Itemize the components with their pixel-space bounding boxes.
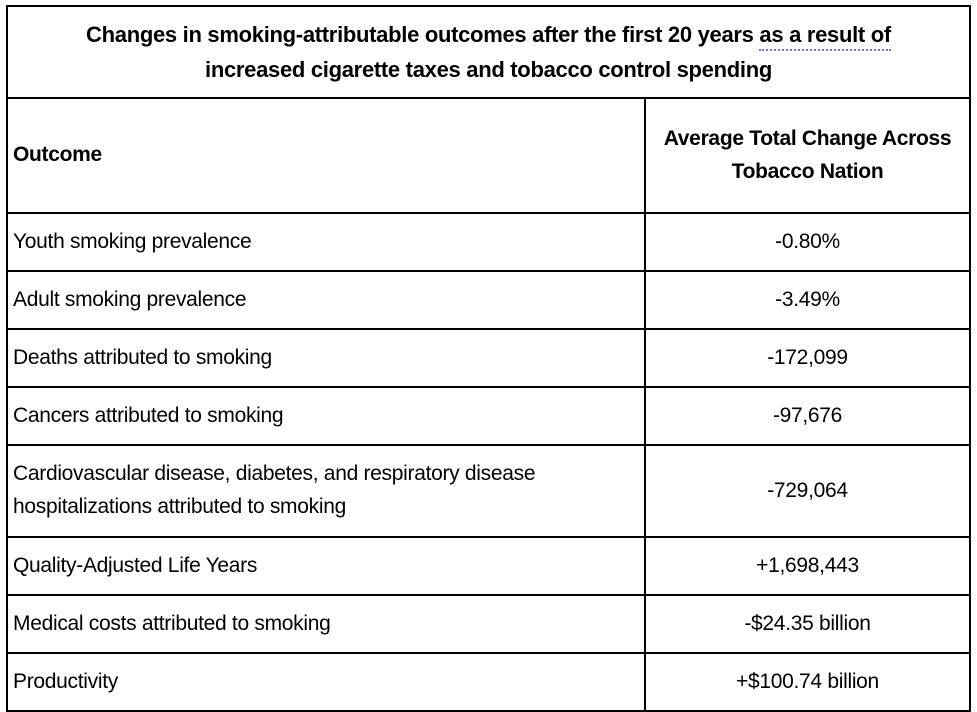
- outcome-value: -0.80%: [644, 212, 971, 272]
- column-header-value-line1: Average Total Change Across: [663, 126, 952, 150]
- table-row: Adult smoking prevalence -3.49%: [6, 270, 971, 330]
- table-row: Cardiovascular disease, diabetes, and re…: [6, 444, 971, 538]
- outcomes-table: Changes in smoking-attributable outcomes…: [6, 5, 971, 712]
- table-header-row: Outcome Average Total Change Across Toba…: [6, 97, 971, 214]
- outcome-label: Quality-Adjusted Life Years: [6, 536, 646, 596]
- outcome-value: -$24.35 billion: [644, 594, 971, 654]
- column-header-value-line2: Tobacco Nation: [731, 159, 884, 183]
- outcome-value: -3.49%: [644, 270, 971, 330]
- grammar-underlined-phrase: as a result of: [759, 22, 891, 51]
- outcome-label: Deaths attributed to smoking: [6, 328, 646, 388]
- outcome-label: Medical costs attributed to smoking: [6, 594, 646, 654]
- outcome-label: Productivity: [6, 652, 646, 712]
- table-row: Cancers attributed to smoking -97,676: [6, 386, 971, 446]
- title-text-part1: Changes in smoking-attributable outcomes…: [86, 22, 760, 47]
- title-text-line2: increased cigarette taxes and tobacco co…: [205, 57, 772, 82]
- outcome-label: Adult smoking prevalence: [6, 270, 646, 330]
- table-title: Changes in smoking-attributable outcomes…: [6, 5, 971, 99]
- outcome-value: -172,099: [644, 328, 971, 388]
- document-page: Changes in smoking-attributable outcomes…: [6, 5, 971, 712]
- outcome-value: +1,698,443: [644, 536, 971, 596]
- column-header-value: Average Total Change Across Tobacco Nati…: [644, 97, 971, 214]
- table-row: Productivity +$100.74 billion: [6, 652, 971, 712]
- table-row: Medical costs attributed to smoking -$24…: [6, 594, 971, 654]
- table-row: Quality-Adjusted Life Years +1,698,443: [6, 536, 971, 596]
- outcome-label: Cancers attributed to smoking: [6, 386, 646, 446]
- outcome-value: +$100.74 billion: [644, 652, 971, 712]
- table-row: Deaths attributed to smoking -172,099: [6, 328, 971, 388]
- outcome-value: -97,676: [644, 386, 971, 446]
- column-header-outcome: Outcome: [6, 97, 646, 214]
- outcome-value: -729,064: [644, 444, 971, 538]
- outcome-label: Cardiovascular disease, diabetes, and re…: [6, 444, 646, 538]
- table-row: Youth smoking prevalence -0.80%: [6, 212, 971, 272]
- outcome-label: Youth smoking prevalence: [6, 212, 646, 272]
- table-title-row: Changes in smoking-attributable outcomes…: [6, 5, 971, 99]
